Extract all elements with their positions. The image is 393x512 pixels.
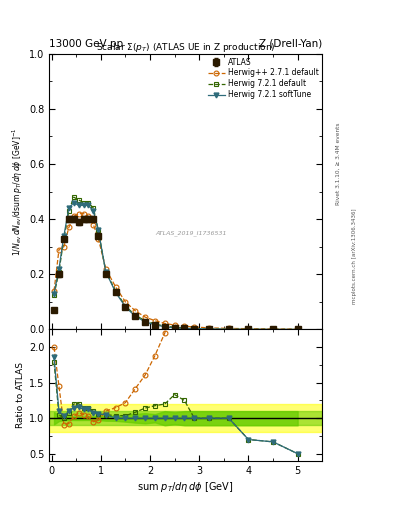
Line: Herwig++ 2.7.1 default: Herwig++ 2.7.1 default: [51, 211, 300, 331]
Herwig++ 2.7.1 default: [86, 214, 91, 220]
Herwig 7.2.1 default: [66, 208, 71, 214]
Herwig++ 2.7.1 default: [57, 246, 61, 252]
Herwig++ 2.7.1 default: [72, 214, 76, 220]
Herwig 7.2.1 softTune: [57, 266, 61, 272]
Herwig 7.2.1 default: [295, 326, 300, 332]
Legend: ATLAS, Herwig++ 2.7.1 default, Herwig 7.2.1 default, Herwig 7.2.1 softTune: ATLAS, Herwig++ 2.7.1 default, Herwig 7.…: [206, 56, 320, 101]
Herwig 7.2.1 softTune: [91, 208, 96, 214]
Herwig++ 2.7.1 default: [123, 299, 128, 305]
Text: Z (Drell-Yan): Z (Drell-Yan): [259, 38, 322, 49]
Y-axis label: Ratio to ATLAS: Ratio to ATLAS: [16, 362, 25, 428]
Herwig 7.2.1 softTune: [52, 291, 57, 297]
Text: 13000 GeV pp: 13000 GeV pp: [49, 38, 123, 49]
Herwig++ 2.7.1 default: [76, 210, 81, 217]
Herwig++ 2.7.1 default: [162, 321, 167, 327]
Herwig 7.2.1 softTune: [66, 205, 71, 211]
Title: Scalar $\Sigma(p_T)$ (ATLAS UE in Z production): Scalar $\Sigma(p_T)$ (ATLAS UE in Z prod…: [96, 41, 275, 54]
Bar: [49, 404, 322, 433]
Herwig 7.2.1 default: [133, 312, 138, 318]
Text: ATLAS_2019_I1736531: ATLAS_2019_I1736531: [155, 230, 227, 236]
Herwig 7.2.1 softTune: [192, 326, 196, 332]
Line: Herwig 7.2.1 softTune: Herwig 7.2.1 softTune: [51, 200, 300, 332]
Herwig++ 2.7.1 default: [295, 326, 300, 332]
Herwig++ 2.7.1 default: [81, 210, 86, 217]
Line: Herwig 7.2.1 default: Herwig 7.2.1 default: [51, 195, 300, 332]
Herwig 7.2.1 default: [246, 326, 251, 332]
Text: mcplots.cern.ch [arXiv:1306.3436]: mcplots.cern.ch [arXiv:1306.3436]: [352, 208, 357, 304]
Herwig 7.2.1 default: [62, 236, 66, 242]
Herwig 7.2.1 default: [271, 326, 275, 332]
Herwig++ 2.7.1 default: [182, 323, 187, 329]
Herwig 7.2.1 softTune: [133, 313, 138, 319]
Herwig 7.2.1 softTune: [123, 304, 128, 310]
Herwig 7.2.1 softTune: [81, 202, 86, 208]
Herwig 7.2.1 default: [143, 317, 147, 324]
Herwig++ 2.7.1 default: [271, 326, 275, 332]
Herwig++ 2.7.1 default: [172, 322, 177, 328]
Herwig 7.2.1 softTune: [86, 202, 91, 208]
Herwig 7.2.1 default: [72, 194, 76, 200]
Text: Rivet 3.1.10, ≥ 3.4M events: Rivet 3.1.10, ≥ 3.4M events: [336, 122, 341, 205]
Herwig 7.2.1 softTune: [271, 326, 275, 332]
Herwig 7.2.1 softTune: [76, 202, 81, 208]
Herwig 7.2.1 default: [226, 326, 231, 332]
Herwig 7.2.1 softTune: [62, 232, 66, 239]
Herwig++ 2.7.1 default: [226, 325, 231, 331]
Herwig++ 2.7.1 default: [96, 236, 101, 242]
Herwig++ 2.7.1 default: [52, 288, 57, 294]
Herwig 7.2.1 softTune: [96, 227, 101, 233]
Herwig 7.2.1 default: [152, 321, 157, 327]
Herwig 7.2.1 default: [192, 326, 196, 332]
Herwig 7.2.1 default: [162, 323, 167, 329]
Herwig 7.2.1 default: [76, 197, 81, 203]
Herwig 7.2.1 default: [57, 268, 61, 274]
Herwig++ 2.7.1 default: [192, 324, 196, 330]
Herwig 7.2.1 softTune: [172, 325, 177, 331]
Herwig 7.2.1 default: [182, 325, 187, 331]
Herwig 7.2.1 default: [172, 324, 177, 330]
Herwig 7.2.1 softTune: [246, 326, 251, 332]
Herwig 7.2.1 softTune: [295, 326, 300, 332]
Herwig 7.2.1 default: [103, 268, 108, 274]
Herwig 7.2.1 default: [81, 200, 86, 206]
Herwig 7.2.1 softTune: [143, 318, 147, 325]
Herwig 7.2.1 softTune: [226, 326, 231, 332]
Herwig 7.2.1 default: [91, 205, 96, 211]
Herwig 7.2.1 softTune: [103, 268, 108, 274]
Herwig 7.2.1 softTune: [207, 326, 211, 332]
Herwig++ 2.7.1 default: [113, 284, 118, 290]
Herwig++ 2.7.1 default: [91, 222, 96, 228]
X-axis label: sum $p_T/d\eta\,d\phi$ [GeV]: sum $p_T/d\eta\,d\phi$ [GeV]: [138, 480, 234, 494]
Herwig 7.2.1 default: [52, 292, 57, 298]
Herwig++ 2.7.1 default: [103, 266, 108, 272]
Herwig++ 2.7.1 default: [133, 308, 138, 314]
Bar: [49, 411, 322, 425]
Herwig++ 2.7.1 default: [143, 314, 147, 320]
Herwig 7.2.1 default: [96, 227, 101, 233]
Herwig++ 2.7.1 default: [66, 224, 71, 230]
Y-axis label: $1/N_{ev}\,dN_{ev}/\mathrm{dsum}\,p_T/d\eta\,d\phi$ [GeV]$^{-1}$: $1/N_{ev}\,dN_{ev}/\mathrm{dsum}\,p_T/d\…: [10, 127, 25, 256]
Herwig 7.2.1 softTune: [72, 200, 76, 206]
Herwig 7.2.1 softTune: [162, 324, 167, 330]
Herwig++ 2.7.1 default: [207, 325, 211, 331]
Herwig++ 2.7.1 default: [62, 244, 66, 250]
Herwig 7.2.1 default: [123, 303, 128, 309]
Herwig 7.2.1 softTune: [182, 325, 187, 331]
Herwig 7.2.1 default: [207, 326, 211, 332]
Herwig++ 2.7.1 default: [246, 326, 251, 332]
Herwig 7.2.1 softTune: [152, 322, 157, 328]
Herwig++ 2.7.1 default: [152, 317, 157, 324]
Herwig 7.2.1 default: [113, 288, 118, 294]
Herwig 7.2.1 default: [86, 200, 91, 206]
Herwig 7.2.1 softTune: [113, 289, 118, 295]
